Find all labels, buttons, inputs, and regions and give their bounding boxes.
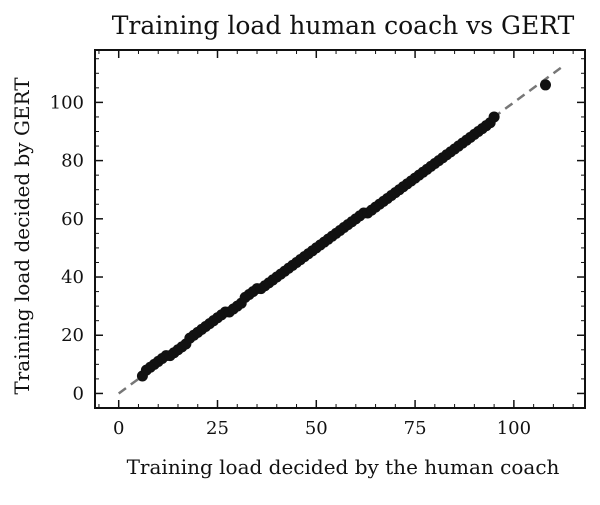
x-tick-label: 0 — [113, 418, 124, 439]
plot-area: 0 25 50 75 100 0 20 40 60 80 100 — [50, 49, 586, 439]
y-tick-label: 0 — [73, 383, 84, 404]
y-tick-label: 100 — [50, 92, 84, 113]
x-tick-label: 100 — [497, 418, 531, 439]
y-tick-label: 40 — [61, 267, 84, 288]
data-point — [488, 111, 500, 123]
plot-frame — [94, 49, 586, 409]
y-axis-label: Training load decided by GERT — [10, 77, 34, 395]
x-axis-label: Training load decided by the human coach — [127, 455, 560, 479]
x-tick-label: 50 — [305, 418, 328, 439]
x-tick-label: 25 — [206, 418, 229, 439]
chart-title: Training load human coach vs GERT — [112, 11, 575, 40]
y-tick-label: 60 — [61, 209, 84, 230]
y-tick-label: 20 — [61, 325, 84, 346]
y-tick-label: 80 — [61, 151, 84, 172]
data-point — [539, 79, 551, 91]
x-tick-label: 75 — [404, 418, 427, 439]
